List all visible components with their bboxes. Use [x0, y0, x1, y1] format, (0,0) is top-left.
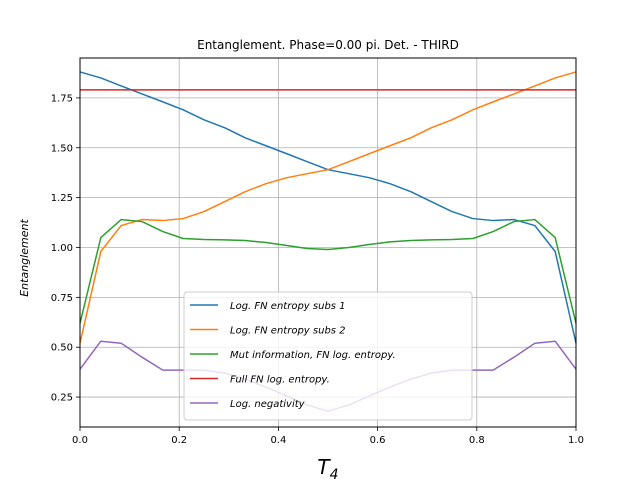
plot-frame: [79, 57, 577, 428]
y-tick-label: 0.75: [51, 293, 73, 304]
y-tick-label: 0.50: [51, 343, 73, 354]
y-tick-label: 1.00: [51, 243, 73, 254]
x-tick-label: 0.0: [72, 435, 88, 446]
x-axis-label-subscript: 4: [330, 467, 339, 480]
x-axis-label-main: T: [317, 455, 331, 479]
y-tick-label: 0.25: [51, 393, 73, 404]
x-tick-label: 1.0: [568, 435, 584, 446]
axis-ticks: 0.0 0.2 0.4 0.6 0.8 1.0 0.25 0.50 0.75 1.00 1.25 1.…: [51, 93, 584, 446]
series-line-2: [79, 71, 577, 344]
y-tick-label: 1.50: [51, 143, 73, 154]
y-tick-label: 1.25: [51, 193, 73, 204]
legend-label: Mut information, FN log. entropy.: [230, 350, 396, 361]
legend-box: [183, 291, 473, 421]
x-tick-label: 0.8: [469, 435, 485, 446]
y-tick-label: 1.75: [51, 93, 73, 104]
legend-label: Log. negativity: [230, 399, 306, 410]
legend-label: Full FN log. entropy.: [230, 375, 330, 386]
grid: [79, 58, 577, 427]
x-tick-label: 0.4: [270, 435, 286, 446]
chart-title: Entanglement. Phase=0.00 pi. Det. - THIR…: [197, 38, 459, 52]
y-axis-label: Entanglement: [18, 219, 31, 297]
x-axis-label: T4: [317, 455, 338, 480]
legend-label: Log. FN entropy subs 2: [230, 326, 346, 337]
legend-label: Log. FN entropy subs 1: [230, 301, 346, 312]
svg-text:T4: T4: [317, 455, 338, 480]
x-tick-label: 0.2: [171, 435, 187, 446]
legend: Log. FN entropy subs 1 Log. FN entropy su…: [183, 291, 473, 421]
x-tick-label: 0.6: [370, 435, 386, 446]
series-line-3: [79, 218, 577, 324]
